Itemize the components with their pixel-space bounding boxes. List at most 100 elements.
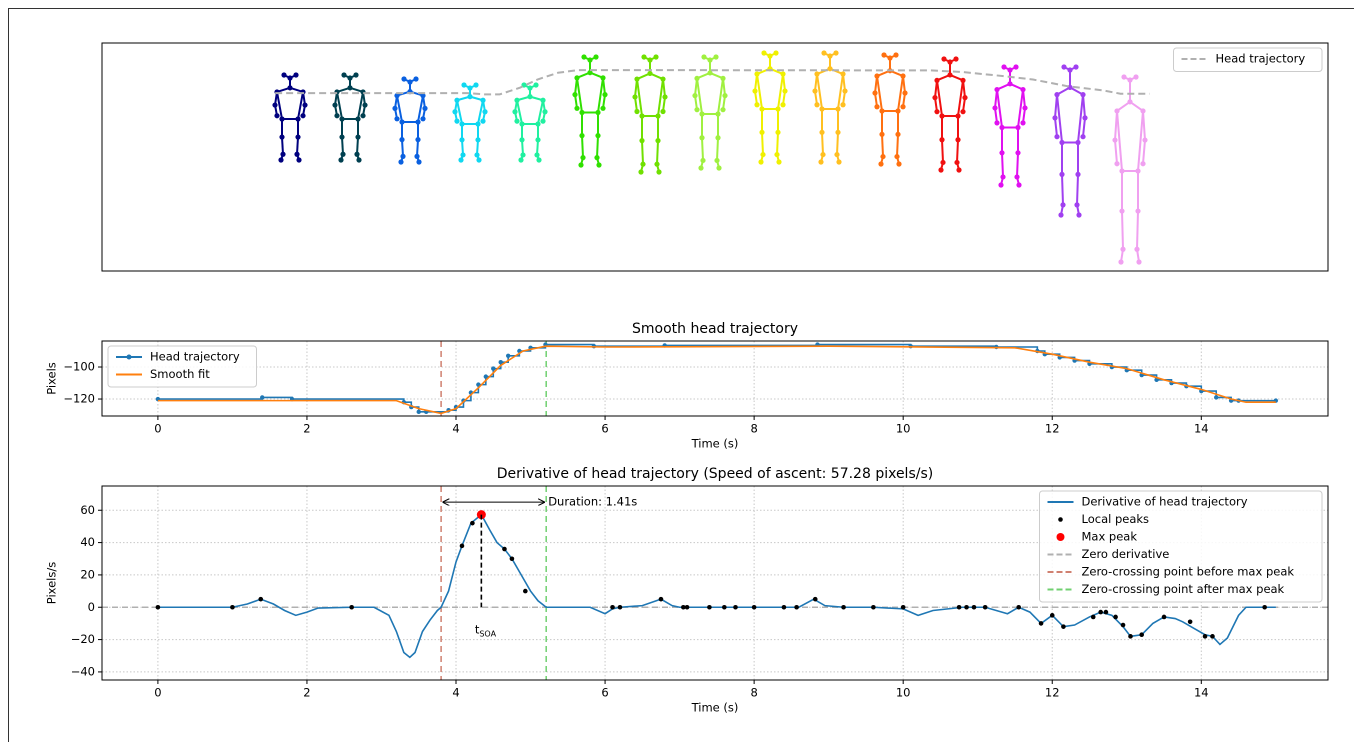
joint bbox=[960, 77, 966, 83]
bone bbox=[881, 134, 884, 157]
joint bbox=[1120, 246, 1126, 252]
peak-point bbox=[956, 604, 962, 610]
bone bbox=[656, 140, 659, 165]
peak-point bbox=[1210, 634, 1215, 639]
x-tick-label: 0 bbox=[154, 686, 161, 700]
peak-point bbox=[1161, 614, 1167, 620]
bone bbox=[296, 136, 299, 155]
peak-point bbox=[1038, 621, 1044, 626]
joint bbox=[773, 50, 779, 56]
series-marker bbox=[491, 366, 496, 371]
peak-point bbox=[1049, 613, 1055, 618]
joint bbox=[874, 104, 880, 110]
bone bbox=[1016, 152, 1019, 177]
bone bbox=[341, 136, 344, 155]
joint bbox=[1060, 202, 1066, 208]
peak-point bbox=[871, 604, 876, 610]
joint bbox=[295, 134, 301, 140]
y-tick-label: 60 bbox=[80, 503, 95, 517]
plot-frame bbox=[101, 42, 1329, 272]
skeleton bbox=[992, 64, 1028, 188]
joint bbox=[540, 118, 546, 124]
joint bbox=[353, 72, 359, 78]
skeleton bbox=[632, 54, 668, 175]
joint bbox=[656, 169, 662, 175]
peak-point bbox=[1016, 604, 1022, 610]
skeleton bbox=[932, 56, 968, 173]
bone bbox=[1121, 211, 1124, 250]
peak-point bbox=[751, 604, 757, 610]
bone bbox=[1056, 94, 1063, 143]
joint bbox=[878, 161, 884, 167]
joint bbox=[821, 50, 827, 56]
joint bbox=[655, 113, 661, 119]
plot-frame bbox=[101, 485, 1329, 681]
x-axis-label: Time (s) bbox=[691, 437, 739, 451]
peak-point bbox=[1113, 614, 1118, 620]
joint bbox=[640, 161, 646, 167]
peak-point bbox=[733, 604, 738, 610]
bone bbox=[537, 100, 544, 125]
joint bbox=[1119, 168, 1125, 174]
x-tick-label: 6 bbox=[601, 686, 608, 700]
y-tick-label: −20 bbox=[71, 632, 95, 646]
legend-label: Local peaks bbox=[1082, 512, 1150, 526]
x-tick-label: 10 bbox=[896, 422, 911, 436]
joint bbox=[955, 137, 961, 143]
joint bbox=[1112, 137, 1118, 143]
joint bbox=[1020, 86, 1026, 93]
y-tick-label: 20 bbox=[80, 567, 95, 581]
joint bbox=[814, 71, 820, 77]
joint bbox=[940, 159, 946, 166]
bone bbox=[836, 132, 839, 155]
bone bbox=[1077, 94, 1084, 143]
peak-point bbox=[722, 604, 727, 610]
joint bbox=[835, 129, 841, 135]
joint bbox=[1007, 67, 1013, 73]
joint bbox=[759, 106, 765, 112]
joint bbox=[947, 59, 953, 65]
joint bbox=[780, 102, 786, 108]
peak-point bbox=[617, 604, 623, 610]
joint bbox=[527, 85, 533, 91]
peak-point bbox=[1128, 634, 1133, 639]
joint bbox=[1082, 115, 1088, 121]
joint bbox=[714, 157, 720, 164]
joint bbox=[701, 54, 707, 60]
joint bbox=[932, 95, 938, 101]
joint bbox=[759, 129, 765, 135]
joint bbox=[452, 109, 458, 115]
joint bbox=[400, 153, 406, 159]
chart-title: Smooth head trajectory bbox=[632, 321, 798, 337]
joint bbox=[520, 152, 526, 158]
joint bbox=[474, 152, 480, 158]
peak-point bbox=[841, 604, 846, 610]
bone bbox=[1129, 101, 1144, 112]
joint bbox=[1007, 81, 1013, 87]
joint bbox=[715, 135, 721, 141]
series-line bbox=[157, 345, 1276, 415]
joint bbox=[902, 90, 908, 96]
bone bbox=[821, 132, 824, 155]
joint bbox=[581, 54, 587, 60]
joint bbox=[413, 76, 419, 82]
joint bbox=[574, 75, 580, 81]
joint bbox=[722, 93, 728, 99]
joint bbox=[827, 66, 833, 72]
joint bbox=[296, 157, 302, 163]
joint bbox=[514, 97, 520, 103]
joint bbox=[1013, 64, 1019, 70]
peak-point bbox=[794, 604, 799, 610]
joint bbox=[595, 109, 601, 116]
x-tick-label: 14 bbox=[1194, 686, 1209, 700]
joint bbox=[293, 72, 299, 78]
joint bbox=[362, 102, 368, 108]
joint bbox=[874, 73, 880, 79]
joint bbox=[458, 157, 464, 163]
peak-point bbox=[982, 604, 988, 610]
joint bbox=[1015, 124, 1021, 131]
joint bbox=[281, 72, 287, 78]
x-axis-label: Time (s) bbox=[691, 701, 739, 715]
x-tick-label: 6 bbox=[601, 422, 608, 436]
bone bbox=[1054, 117, 1058, 137]
